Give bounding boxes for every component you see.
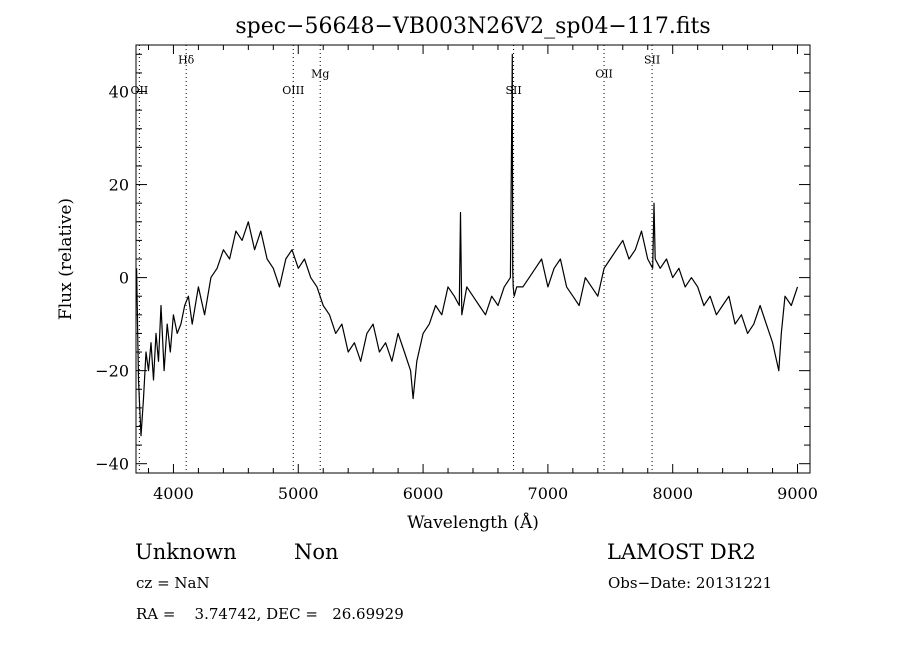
x-tick-label: 5000	[278, 484, 319, 503]
line-marker-label: Mg	[311, 68, 329, 81]
ra-dec: RA = 3.74742, DEC = 26.69929	[136, 605, 404, 623]
line-marker-label: Hδ	[178, 54, 195, 67]
y-tick-label: 0	[119, 269, 129, 288]
line-marker-label: OII	[595, 68, 613, 81]
x-tick-label: 7000	[528, 484, 569, 503]
obs-date: Obs−Date: 20131221	[608, 574, 773, 592]
cz-value: cz = NaN	[136, 574, 210, 592]
x-axis-label: Wavelength (Å)	[407, 512, 539, 533]
line-marker-label: OIII	[282, 84, 304, 97]
object-class: Unknown	[135, 540, 237, 564]
line-marker-label: OII	[131, 84, 149, 97]
y-tick-label: 40	[109, 83, 129, 102]
y-axis-label: Flux (relative)	[56, 198, 76, 320]
y-tick-label: −40	[95, 455, 129, 474]
object-subclass: Non	[294, 540, 339, 564]
x-tick-label: 9000	[777, 484, 818, 503]
y-tick-label: −20	[95, 362, 129, 381]
line-marker-label: SII	[505, 84, 521, 97]
x-tick-label: 4000	[153, 484, 194, 503]
plot-frame	[135, 44, 811, 474]
x-tick-label: 6000	[403, 484, 444, 503]
line-marker-label: SII	[644, 54, 660, 67]
chart-title: spec−56648−VB003N26V2_sp04−117.fits	[235, 14, 710, 39]
spectrum-line	[136, 53, 799, 437]
x-tick-label: 8000	[652, 484, 693, 503]
survey-label: LAMOST DR2	[607, 540, 756, 564]
y-tick-label: 20	[109, 176, 129, 195]
